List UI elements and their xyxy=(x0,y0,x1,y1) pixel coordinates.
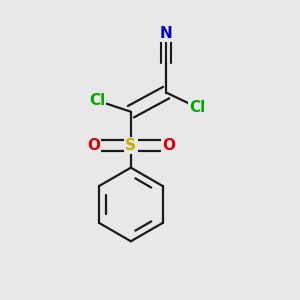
Text: S: S xyxy=(125,138,136,153)
Text: O: O xyxy=(87,138,100,153)
Text: Cl: Cl xyxy=(89,93,105,108)
Text: O: O xyxy=(162,138,175,153)
Text: N: N xyxy=(160,26,172,41)
Text: Cl: Cl xyxy=(189,100,205,115)
